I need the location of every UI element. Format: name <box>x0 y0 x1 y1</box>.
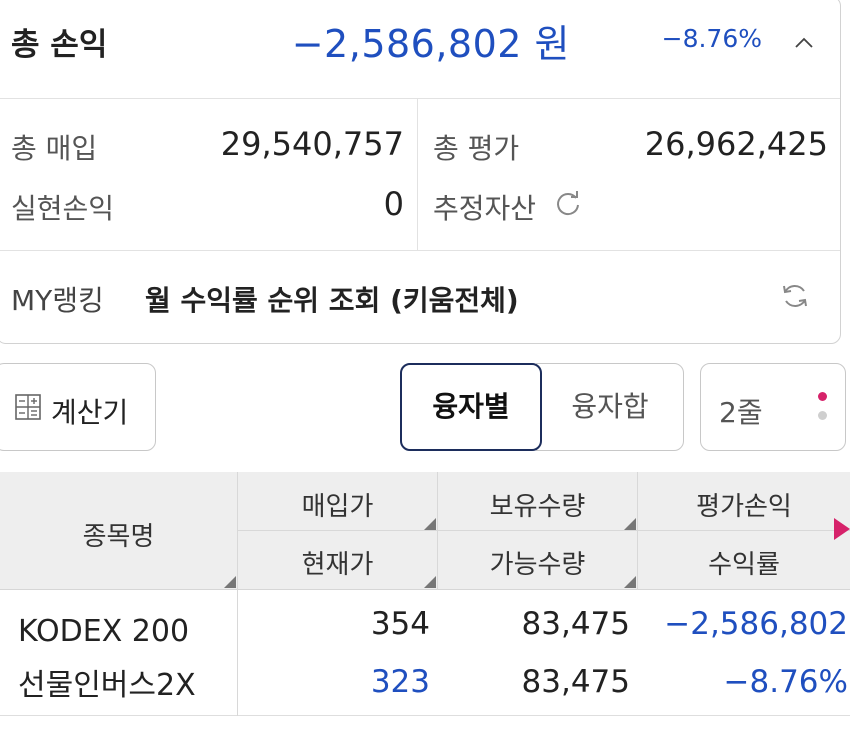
stock-name-line2: 선물인버스2X <box>18 668 196 703</box>
tab-by-loan[interactable]: 융자별 <box>400 363 542 451</box>
total-purchase-label: 총 매입 <box>11 132 98 165</box>
total-purchase-value: 29,540,757 <box>220 125 404 163</box>
my-ranking-row[interactable]: MY랭킹 월 수익률 순위 조회 (키움전체) <box>0 251 840 345</box>
more-dots-icon <box>818 392 827 401</box>
sort-corner-icon <box>224 576 236 588</box>
account-summary-card: 총 손익 −2,586,802 원 −8.76% 총 매입 29,540,757… <box>0 0 841 344</box>
eval-pl-value: −2,586,802 <box>664 606 848 642</box>
calculator-button[interactable]: 계산기 <box>0 363 156 451</box>
divider <box>417 99 418 251</box>
header-eval-pl[interactable]: 평가손익 <box>696 492 792 522</box>
current-price-value: 323 <box>370 664 430 700</box>
calculator-label: 계산기 <box>51 396 129 429</box>
scroll-right-arrow-icon[interactable] <box>834 518 850 540</box>
available-qty-value: 83,475 <box>521 664 630 700</box>
total-pl-label: 총 손익 <box>11 27 108 63</box>
column-divider <box>237 472 238 590</box>
ranking-link[interactable]: 월 수익률 순위 조회 (키움전체) <box>145 284 519 317</box>
sort-corner-icon <box>624 518 636 530</box>
total-evaluation-label: 총 평가 <box>433 132 520 165</box>
total-pl-value: −2,586,802 원 <box>291 22 570 66</box>
total-pl-row[interactable]: 총 손익 −2,586,802 원 −8.76% <box>0 0 840 99</box>
column-divider <box>237 590 238 716</box>
header-stock-name[interactable]: 종목명 <box>82 522 155 552</box>
summary-grid: 총 매입 29,540,757 총 평가 26,962,425 실현손익 0 추… <box>0 99 840 251</box>
column-divider <box>437 472 438 590</box>
calculator-icon <box>15 394 41 420</box>
sort-corner-icon <box>424 518 436 530</box>
holdings-table-header: 종목명 매입가 현재가 보유수량 가능수량 평가손익 수익률 <box>0 472 850 590</box>
header-current-price[interactable]: 현재가 <box>301 550 374 580</box>
realized-pl-label: 실현손익 <box>11 192 115 225</box>
column-divider <box>637 472 638 590</box>
total-pl-rate: −8.76% <box>661 24 762 53</box>
chevron-up-icon[interactable] <box>794 33 814 53</box>
header-return-rate[interactable]: 수익률 <box>708 550 780 580</box>
purchase-price-value: 354 <box>370 606 430 642</box>
sort-corner-icon <box>624 576 636 588</box>
lines-label: 2줄 <box>719 396 763 429</box>
my-ranking-label: MY랭킹 <box>11 284 104 317</box>
header-available-qty[interactable]: 가능수량 <box>489 550 586 580</box>
more-dots-icon <box>818 411 827 420</box>
header-holding-qty[interactable]: 보유수량 <box>489 492 586 522</box>
realized-pl-value: 0 <box>383 185 404 223</box>
tab-loan-sum[interactable]: 융자합 <box>536 363 684 451</box>
header-row-divider <box>238 530 850 531</box>
table-row[interactable]: KODEX 200 선물인버스2X 354 323 83,475 83,475 … <box>0 590 850 716</box>
return-rate-value: −8.76% <box>723 664 848 700</box>
holding-qty-value: 83,475 <box>521 606 630 642</box>
refresh-icon[interactable] <box>780 281 810 311</box>
refresh-icon[interactable] <box>554 189 582 217</box>
header-purchase-price[interactable]: 매입가 <box>301 492 374 522</box>
total-evaluation-value: 26,962,425 <box>644 125 828 163</box>
lines-select-button[interactable]: 2줄 <box>700 363 846 451</box>
stock-name-line1: KODEX 200 <box>18 614 190 649</box>
estimated-assets-label: 추정자산 <box>433 192 537 225</box>
sort-corner-icon <box>424 576 436 588</box>
